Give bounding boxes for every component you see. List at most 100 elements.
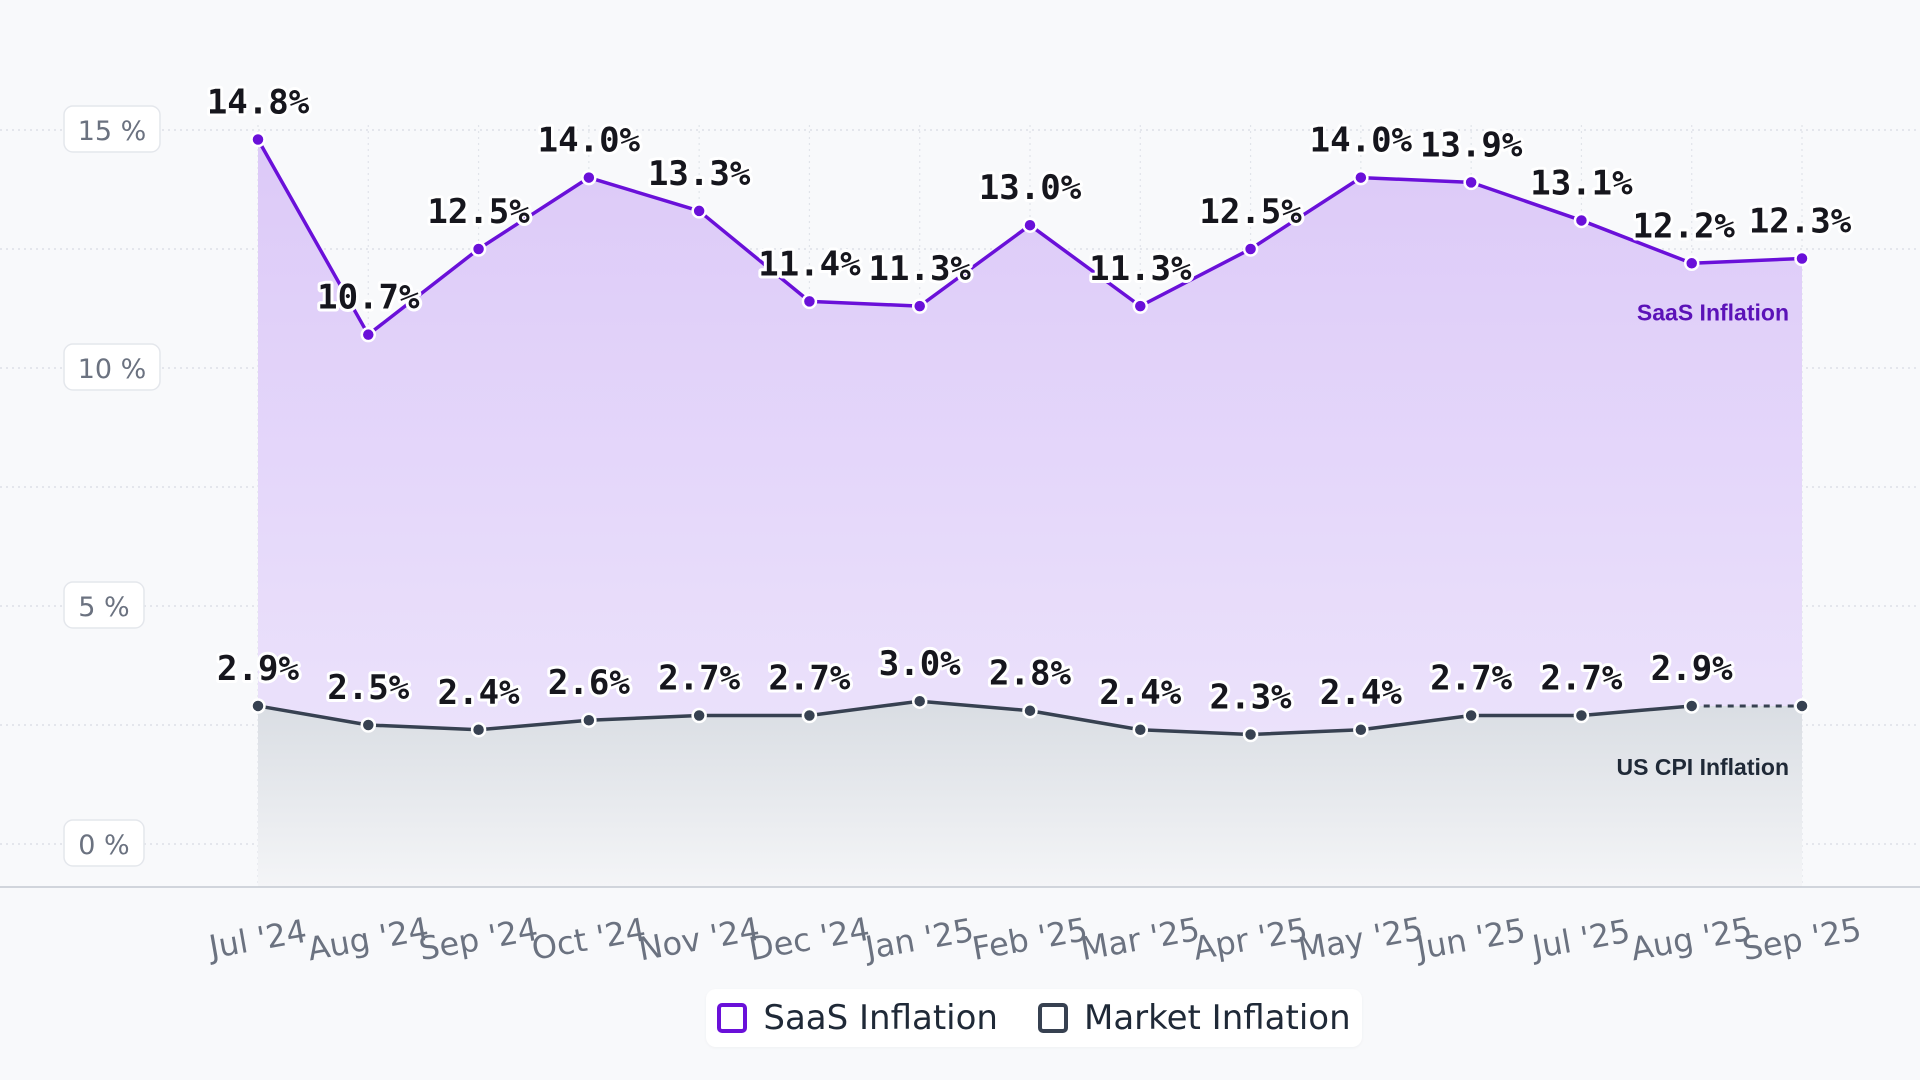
series-line-market <box>256 699 1694 737</box>
data-point-saas[interactable] <box>1573 212 1590 229</box>
series-lines <box>250 131 1810 743</box>
data-point-market[interactable] <box>1022 702 1038 719</box>
data-label-market: 2.4% <box>1099 673 1181 713</box>
y-tick-label: 10 % <box>78 354 147 385</box>
data-label-saas: 11.3% <box>869 249 972 289</box>
data-point-saas[interactable] <box>801 293 818 310</box>
data-point-market[interactable] <box>1794 698 1810 714</box>
data-point-market[interactable] <box>470 722 487 738</box>
data-label-market: 2.3% <box>1210 678 1292 718</box>
y-tick-label: 0 % <box>78 830 129 861</box>
data-label-saas: 11.3% <box>1089 249 1192 289</box>
data-point-market[interactable] <box>1463 707 1479 724</box>
data-label-market: 2.6% <box>548 663 630 703</box>
data-point-saas[interactable] <box>1794 250 1810 267</box>
series-areas <box>258 139 1802 887</box>
x-tick-label: Mar '25 <box>1078 910 1203 968</box>
data-point-market[interactable] <box>1683 698 1700 714</box>
legend-swatch-market <box>1037 1003 1068 1033</box>
data-label-market: 2.7% <box>658 658 740 698</box>
y-tick: 10 % <box>63 343 161 391</box>
data-point-saas[interactable] <box>360 326 377 343</box>
data-label-market: 2.5% <box>327 668 409 708</box>
data-point-saas[interactable] <box>581 169 597 186</box>
legend-swatch-saas <box>717 1003 748 1033</box>
data-point-market[interactable] <box>1353 722 1369 738</box>
legend-item-saas[interactable]: SaaS Inflation <box>717 998 998 1038</box>
y-tick-badge <box>63 105 161 153</box>
data-point-saas[interactable] <box>1463 174 1479 191</box>
x-tick-label: Sep '24 <box>416 910 541 968</box>
data-point-market[interactable] <box>250 698 266 714</box>
data-point-market[interactable] <box>801 707 818 724</box>
data-label-market: 2.7% <box>1540 658 1622 698</box>
data-label-saas: 11.4% <box>758 244 861 284</box>
x-tick-label: Oct '24 <box>529 910 649 967</box>
legend-item-market[interactable]: Market Inflation <box>1037 998 1351 1038</box>
data-label-saas: 13.3% <box>648 154 751 194</box>
data-point-saas[interactable] <box>1683 255 1700 272</box>
data-point-saas[interactable] <box>470 241 487 257</box>
data-point-market[interactable] <box>691 707 707 724</box>
legend-label-market: Market Inflation <box>1083 998 1351 1038</box>
data-point-saas[interactable] <box>691 203 707 219</box>
x-tick-label: Aug '24 <box>305 910 432 969</box>
legend: SaaS Inflation Market Inflation <box>706 989 1362 1047</box>
data-label-saas: 12.5% <box>427 192 530 232</box>
data-point-saas[interactable] <box>1132 298 1149 314</box>
data-point-market[interactable] <box>1573 707 1590 724</box>
x-tick-label: Nov '24 <box>636 910 763 969</box>
data-label-saas: 14.0% <box>538 121 641 161</box>
x-tick-label: Jul '25 <box>1528 912 1633 967</box>
data-label-saas: 12.2% <box>1633 206 1736 246</box>
y-tick: 15 % <box>63 105 161 153</box>
series-tag-saas: SaaS Inflation <box>1637 300 1789 326</box>
data-point-market[interactable] <box>1242 726 1259 743</box>
data-point-market[interactable] <box>360 717 377 733</box>
data-label-market: 2.9% <box>217 649 299 689</box>
data-label-saas: 14.8% <box>207 83 310 123</box>
series-area-saas <box>258 139 1802 887</box>
y-tick: 5 % <box>63 581 145 629</box>
series-tag-market: US CPI Inflation <box>1617 754 1790 780</box>
legend-label-saas: SaaS Inflation <box>763 998 998 1038</box>
series-area-market <box>258 701 1802 887</box>
data-label-market: 2.8% <box>989 654 1071 694</box>
data-labels: 14.8%10.7%12.5%14.0%13.3%11.4% 11.3%13.0%… <box>204 80 1855 780</box>
x-tick-label: May '25 <box>1295 909 1426 968</box>
x-tick-label: Sep '25 <box>1739 910 1864 968</box>
data-label-market: 2.4% <box>438 673 520 713</box>
data-point-saas[interactable] <box>1022 217 1038 233</box>
y-tick-badge <box>63 581 145 629</box>
data-label-market: 2.4% <box>1320 673 1402 713</box>
y-tick-badge <box>63 343 161 391</box>
data-point-saas[interactable] <box>1353 169 1369 186</box>
x-tick-label: Jun '25 <box>1412 911 1529 968</box>
data-label-market: 2.7% <box>768 658 850 698</box>
data-point-market[interactable] <box>911 693 928 709</box>
data-label-saas: 12.5% <box>1199 192 1302 232</box>
y-tick: 0 % <box>63 819 145 867</box>
data-label-saas: 12.3% <box>1749 202 1852 242</box>
x-tick-label: Dec '24 <box>746 910 872 969</box>
data-label-market: 2.7% <box>1430 658 1512 698</box>
data-point-saas[interactable] <box>911 298 928 314</box>
data-label-saas: 13.9% <box>1420 125 1523 165</box>
x-tick-label: Feb '25 <box>969 910 1090 968</box>
data-point-saas[interactable] <box>1242 241 1259 257</box>
data-point-market[interactable] <box>1132 722 1149 738</box>
data-label-market: 3.0% <box>879 644 961 684</box>
x-tick-label: Jan '25 <box>861 911 977 968</box>
x-tick-label: Apr '25 <box>1190 910 1310 967</box>
data-point-saas[interactable] <box>250 131 266 148</box>
y-tick-label: 15 % <box>78 116 147 147</box>
data-label-saas: 14.0% <box>1310 121 1413 161</box>
y-tick-label: 5 % <box>78 592 129 623</box>
data-label-saas: 10.7% <box>317 278 420 318</box>
data-label-saas: 13.1% <box>1530 163 1633 203</box>
data-label-saas: 13.0% <box>979 168 1082 208</box>
x-tick-label: Jul '24 <box>204 912 309 967</box>
y-tick-badge <box>63 819 145 867</box>
data-point-market[interactable] <box>581 712 597 728</box>
